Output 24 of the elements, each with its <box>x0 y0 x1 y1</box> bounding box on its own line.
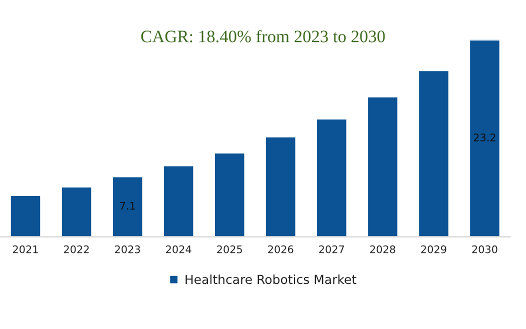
x-tick-label: 2029 <box>421 245 446 254</box>
bar <box>214 152 246 237</box>
data-label: 7.1 <box>120 202 135 210</box>
x-tick-label: 2021 <box>13 245 38 254</box>
x-tick-label: 2026 <box>268 245 294 254</box>
x-tick-label: 2023 <box>115 245 140 254</box>
bar <box>316 118 348 237</box>
x-tick-label: 2030 <box>472 245 498 254</box>
chart-title: CAGR: 18.40% from 2023 to 2030 <box>141 30 385 42</box>
x-tick-label: 2025 <box>217 245 242 254</box>
bar <box>162 164 195 237</box>
bar <box>10 194 42 237</box>
bar <box>366 96 399 237</box>
x-tick-label: 2022 <box>64 245 89 254</box>
bar <box>60 186 93 237</box>
bar <box>112 176 144 237</box>
bar <box>468 40 501 237</box>
x-tick-label: 2027 <box>319 245 344 254</box>
x-tick-label: 2028 <box>370 245 396 254</box>
x-tick-label: 2024 <box>166 245 192 254</box>
legend-label: Healthcare Robotics Market <box>186 274 356 284</box>
bar <box>264 136 297 237</box>
bar <box>418 70 450 237</box>
data-label: 23.2 <box>474 133 496 142</box>
